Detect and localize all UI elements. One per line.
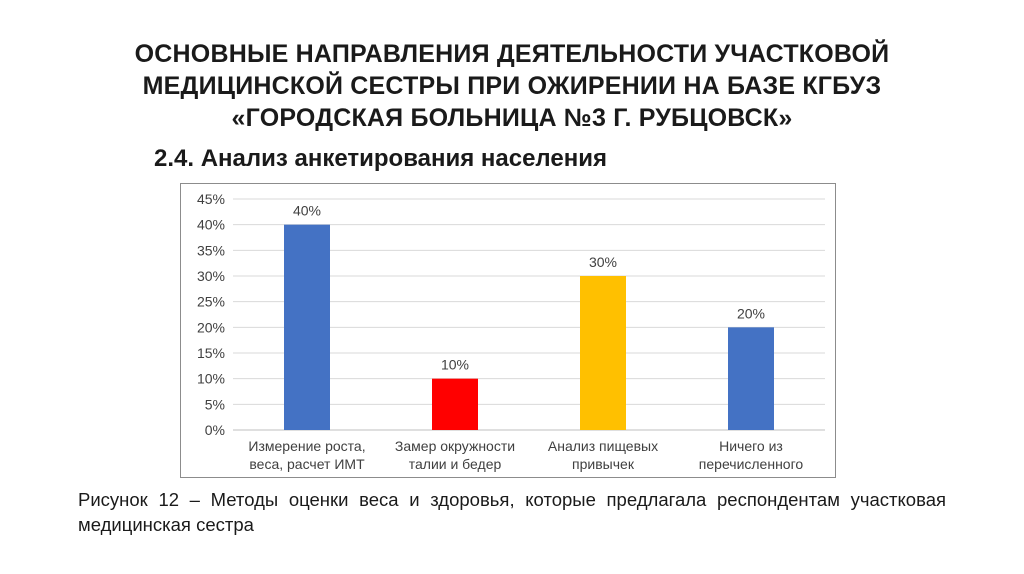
- bar: [580, 276, 626, 430]
- slide-title-line-3: «ГОРОДСКАЯ БОЛЬНИЦА №3 Г. РУБЦОВСК»: [231, 104, 793, 132]
- y-tick-label: 30%: [197, 268, 225, 284]
- y-tick-label: 15%: [197, 345, 225, 361]
- x-tick-label: веса, расчет ИМТ: [249, 456, 365, 472]
- y-tick-label: 25%: [197, 294, 225, 310]
- data-label: 20%: [737, 305, 765, 321]
- x-tick-label: привычек: [572, 456, 635, 472]
- y-tick-label: 45%: [197, 191, 225, 207]
- x-tick-label: талии и бедер: [409, 456, 502, 472]
- bar-chart: 0% 5% 10% 15% 20% 25% 30% 35% 40% 45% 40% Измерение…: [197, 191, 825, 472]
- slide-title-line-1: ОСНОВНЫЕ НАПРАВЛЕНИЯ ДЕЯТЕЛЬНОСТИ УЧАСТК…: [134, 40, 890, 68]
- x-tick-label: перечисленного: [699, 456, 804, 472]
- data-label: 40%: [293, 203, 321, 219]
- data-label: 10%: [441, 357, 469, 373]
- bar: [728, 327, 774, 430]
- x-tick-label: Анализ пищевых: [548, 438, 658, 454]
- section-subtitle: 2.4. Анализ анкетирования населения: [154, 145, 607, 172]
- y-tick-label: 0%: [205, 422, 225, 438]
- data-label: 30%: [589, 254, 617, 270]
- x-tick-label: Замер окружности: [395, 438, 515, 454]
- slide-title: ОСНОВНЫЕ НАПРАВЛЕНИЯ ДЕЯТЕЛЬНОСТИ УЧАСТК…: [0, 38, 1024, 134]
- y-tick-label: 20%: [197, 319, 225, 335]
- slide-title-line-2: МЕДИЦИНСКОЙ СЕСТРЫ ПРИ ОЖИРЕНИИ НА БАЗЕ …: [142, 72, 882, 100]
- x-tick-label: Измерение роста,: [248, 438, 365, 454]
- chart-frame: 0% 5% 10% 15% 20% 25% 30% 35% 40% 45% 40% Измерение…: [180, 183, 836, 478]
- y-tick-label: 10%: [197, 371, 225, 387]
- bar: [284, 224, 330, 430]
- bar: [432, 378, 478, 430]
- y-tick-label: 40%: [197, 217, 225, 233]
- x-tick-label: Ничего из: [719, 438, 783, 454]
- y-tick-label: 5%: [205, 396, 225, 412]
- figure-caption: Рисунок 12 – Методы оценки веса и здоров…: [78, 489, 946, 535]
- y-tick-label: 35%: [197, 242, 225, 258]
